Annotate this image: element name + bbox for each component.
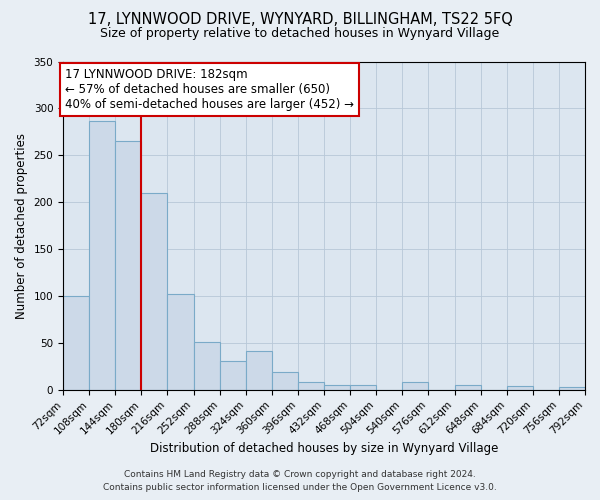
Bar [167, 294, 194, 390]
Y-axis label: Number of detached properties: Number of detached properties [15, 132, 28, 318]
Bar [246, 352, 272, 390]
Text: Size of property relative to detached houses in Wynyard Village: Size of property relative to detached ho… [100, 28, 500, 40]
Bar [350, 385, 376, 390]
Bar [63, 296, 89, 390]
Bar [272, 372, 298, 390]
X-axis label: Distribution of detached houses by size in Wynyard Village: Distribution of detached houses by size … [150, 442, 498, 455]
Bar [559, 387, 585, 390]
Bar [142, 193, 167, 390]
Text: Contains HM Land Registry data © Crown copyright and database right 2024.
Contai: Contains HM Land Registry data © Crown c… [103, 470, 497, 492]
Bar [298, 382, 324, 390]
Bar [324, 385, 350, 390]
Bar [194, 342, 220, 390]
Bar [507, 386, 533, 390]
Bar [455, 385, 481, 390]
Bar [89, 120, 115, 390]
Text: 17, LYNNWOOD DRIVE, WYNYARD, BILLINGHAM, TS22 5FQ: 17, LYNNWOOD DRIVE, WYNYARD, BILLINGHAM,… [88, 12, 512, 28]
Bar [115, 141, 142, 390]
Text: 17 LYNNWOOD DRIVE: 182sqm
← 57% of detached houses are smaller (650)
40% of semi: 17 LYNNWOOD DRIVE: 182sqm ← 57% of detac… [65, 68, 354, 111]
Bar [403, 382, 428, 390]
Bar [220, 361, 246, 390]
